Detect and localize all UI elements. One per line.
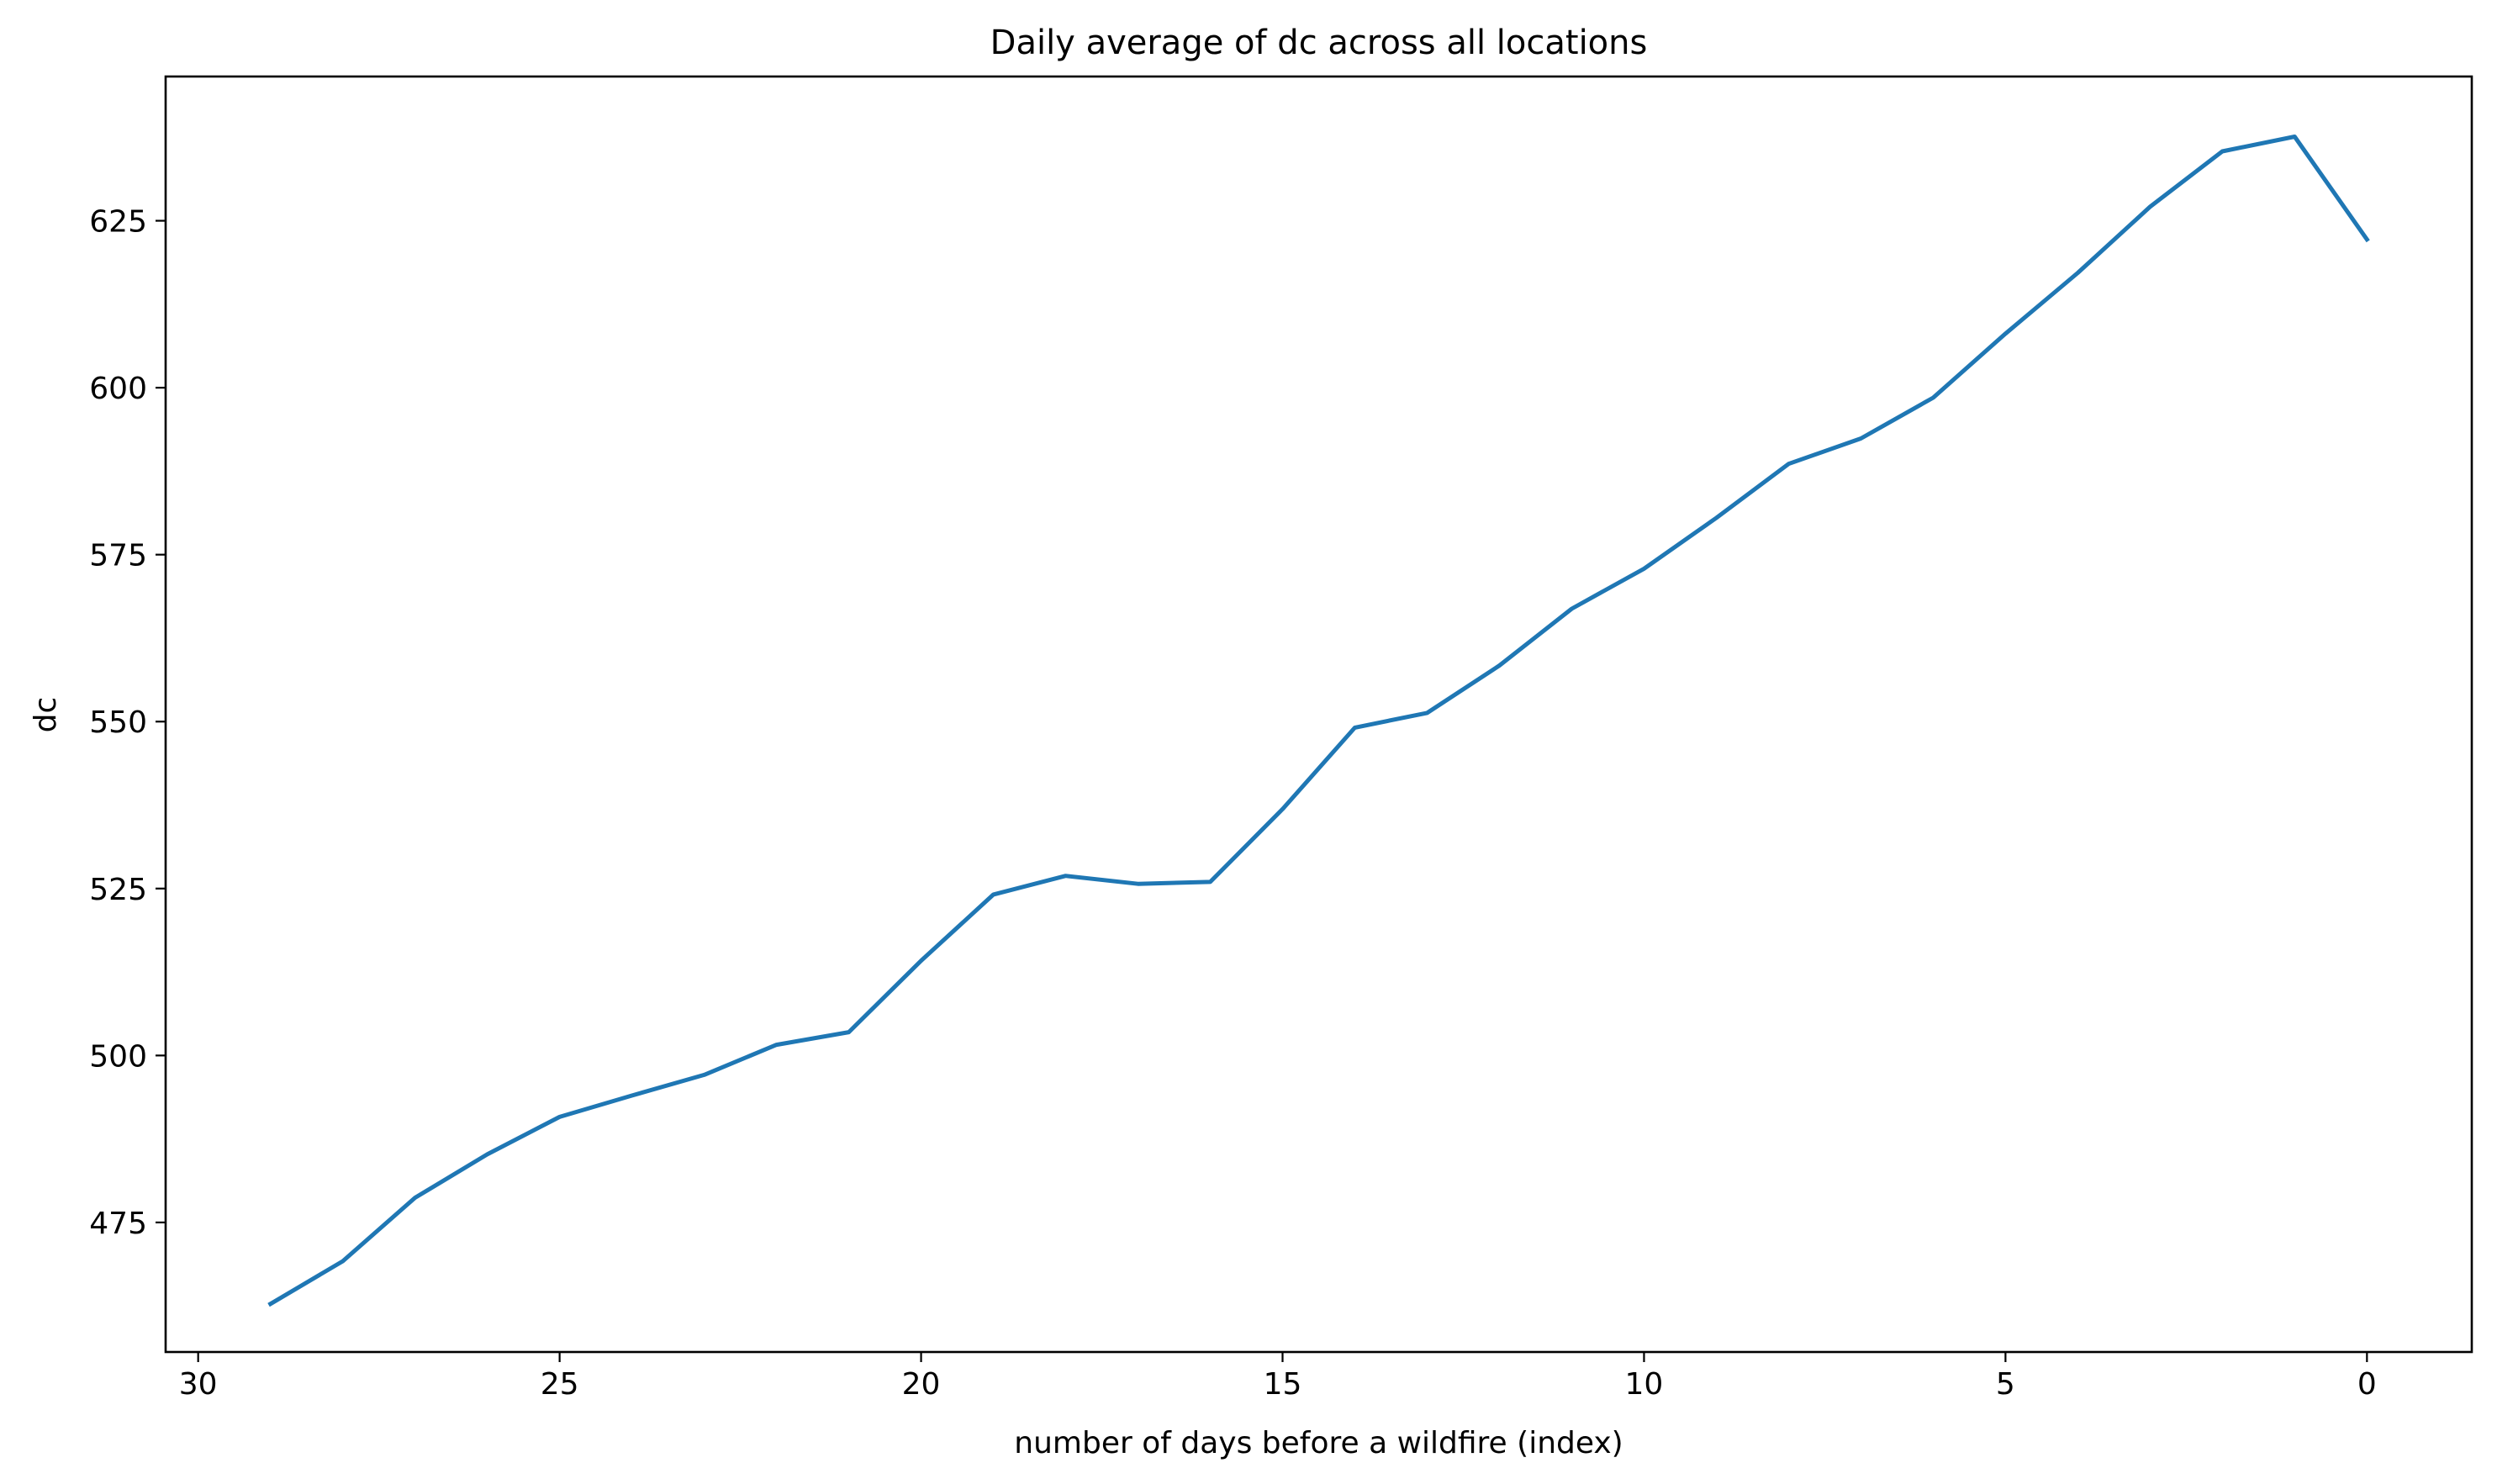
y-tick-label: 550	[89, 705, 147, 740]
x-tick-label: 0	[2357, 1367, 2377, 1402]
x-tick-label: 10	[1625, 1367, 1664, 1402]
x-tick-label: 30	[179, 1367, 218, 1402]
x-tick-label: 5	[1996, 1367, 2015, 1402]
y-axis-label: dc	[29, 697, 63, 733]
x-axis: 30 25 20 15 10 5 0	[179, 1352, 2377, 1402]
x-tick-label: 15	[1264, 1367, 1302, 1402]
y-tick-label: 475	[89, 1207, 147, 1241]
y-tick-label: 625	[89, 205, 147, 240]
chart-title: Daily average of dc across all locations	[990, 24, 1648, 62]
y-tick-label: 600	[89, 372, 147, 406]
x-tick-label: 20	[902, 1367, 941, 1402]
x-axis-label: number of days before a wildfire (index)	[1014, 1426, 1623, 1460]
y-tick-label: 500	[89, 1039, 147, 1074]
y-tick-label: 525	[89, 873, 147, 907]
y-axis: 475 500 525 550 575 600 625	[89, 205, 166, 1241]
plot-frame	[164, 75, 2473, 1354]
x-tick-label: 25	[541, 1367, 579, 1402]
y-tick-label: 575	[89, 539, 147, 573]
plot-marks	[267, 135, 2370, 1307]
series-line	[267, 135, 2370, 1307]
